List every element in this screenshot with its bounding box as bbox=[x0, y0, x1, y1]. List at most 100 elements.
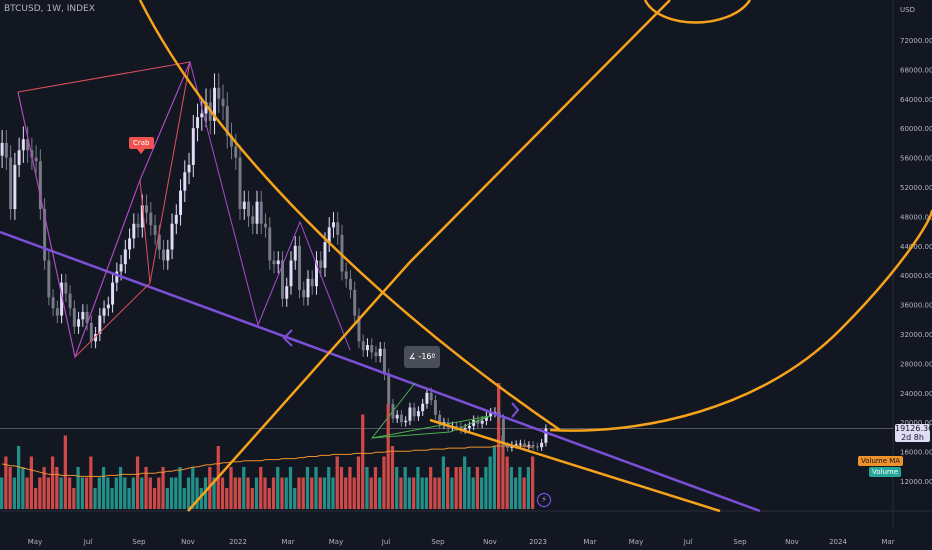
volume-bar bbox=[263, 477, 267, 509]
volume-bar bbox=[480, 477, 484, 509]
volume-bar bbox=[220, 477, 225, 509]
candle-body bbox=[136, 223, 140, 228]
candle-body bbox=[98, 315, 102, 334]
volume-bar bbox=[33, 488, 38, 509]
volume-bar bbox=[335, 456, 339, 509]
volume-bar bbox=[38, 477, 42, 509]
candle-body bbox=[421, 403, 425, 412]
volume-bar bbox=[55, 467, 59, 509]
candle-body bbox=[408, 407, 412, 421]
candle-body bbox=[518, 443, 522, 445]
candle-body bbox=[38, 161, 42, 210]
candle-body bbox=[293, 245, 297, 261]
volume-bar bbox=[123, 477, 127, 509]
trend-arrow bbox=[511, 402, 520, 418]
candle-body bbox=[395, 414, 399, 419]
volume-bar bbox=[131, 477, 135, 509]
candle-body bbox=[506, 445, 510, 448]
candle-body bbox=[102, 308, 106, 316]
volume-bar bbox=[72, 488, 76, 509]
candle-body bbox=[361, 341, 365, 351]
volume-bar bbox=[526, 467, 531, 509]
x-tick-label: Jul bbox=[83, 538, 93, 546]
x-tick-label: Nov bbox=[483, 538, 497, 546]
candle-body bbox=[336, 222, 340, 235]
volume-bar bbox=[348, 467, 352, 509]
volume-bar bbox=[454, 467, 458, 509]
candle-body bbox=[51, 297, 55, 309]
volume-bar bbox=[93, 488, 97, 509]
volume-bar bbox=[76, 467, 80, 509]
candle-body bbox=[60, 282, 64, 316]
candle-body bbox=[387, 374, 391, 404]
trend-line bbox=[0, 230, 761, 513]
candle-body bbox=[501, 418, 505, 446]
volume-bar bbox=[25, 477, 29, 509]
candle-body bbox=[140, 205, 144, 228]
candle-body bbox=[489, 412, 493, 417]
candle-body bbox=[4, 142, 8, 158]
candle-body bbox=[382, 348, 386, 375]
volume-bar bbox=[237, 477, 242, 509]
currency-label: USD bbox=[900, 6, 915, 14]
fib-arc bbox=[138, 0, 561, 432]
candle-body bbox=[416, 411, 420, 417]
volume-bar bbox=[106, 477, 110, 509]
volume-bar bbox=[403, 467, 407, 509]
candle-body bbox=[523, 443, 527, 446]
candle-body bbox=[89, 322, 93, 342]
volume-bar bbox=[344, 477, 348, 509]
y-tick-label: 68000.00 bbox=[900, 66, 932, 74]
lightning-icon[interactable]: ⚡ bbox=[537, 493, 551, 507]
candle-body bbox=[196, 117, 200, 129]
volume-bar bbox=[395, 467, 399, 509]
volume-bar bbox=[242, 467, 246, 509]
volume-bar bbox=[531, 456, 535, 509]
candle-body bbox=[55, 308, 59, 316]
y-tick-label: 48000.00 bbox=[900, 213, 932, 221]
fib-arc bbox=[549, 209, 932, 432]
volume-bar bbox=[110, 488, 114, 509]
volume-bar bbox=[412, 477, 416, 509]
last-price-value: 19126.36 bbox=[895, 424, 932, 433]
candle-body bbox=[132, 223, 136, 239]
candle-body bbox=[314, 260, 318, 287]
volume-tag: Volume bbox=[869, 467, 902, 477]
volume-bar bbox=[458, 467, 463, 509]
candle-body bbox=[344, 271, 348, 279]
x-tick-label: 2022 bbox=[229, 538, 247, 546]
candle-body bbox=[285, 286, 289, 299]
bar-countdown: 2d 8h bbox=[901, 433, 924, 442]
candle-body bbox=[34, 157, 38, 162]
volume-bar bbox=[29, 456, 33, 509]
volume-bar bbox=[288, 467, 293, 509]
volume-bar bbox=[284, 477, 288, 509]
candle-body bbox=[327, 227, 331, 243]
volume-bar bbox=[84, 477, 89, 509]
y-tick-label: 52000.00 bbox=[900, 184, 932, 192]
volume-bar bbox=[161, 467, 165, 509]
volume-bar bbox=[433, 477, 437, 509]
angle-icon: ∡ bbox=[408, 352, 416, 361]
candle-body bbox=[289, 260, 293, 287]
volume-bar bbox=[280, 477, 284, 509]
volume-bar bbox=[250, 488, 254, 509]
candle-body bbox=[200, 113, 204, 118]
candle-body bbox=[535, 446, 539, 448]
volume-bar bbox=[429, 467, 433, 509]
volume-bar bbox=[174, 477, 178, 509]
candle-body bbox=[115, 271, 119, 283]
x-tick-label: Jul bbox=[381, 538, 391, 546]
candle-body bbox=[213, 87, 217, 121]
candle-body bbox=[187, 164, 191, 173]
volume-bar bbox=[157, 477, 161, 509]
candle-body bbox=[353, 289, 357, 316]
green-pattern bbox=[370, 382, 491, 439]
volume-bar bbox=[80, 477, 84, 509]
volume-bar bbox=[382, 456, 386, 509]
volume-bar bbox=[144, 467, 148, 509]
candle-body bbox=[85, 311, 89, 323]
volume-bar bbox=[89, 456, 93, 509]
